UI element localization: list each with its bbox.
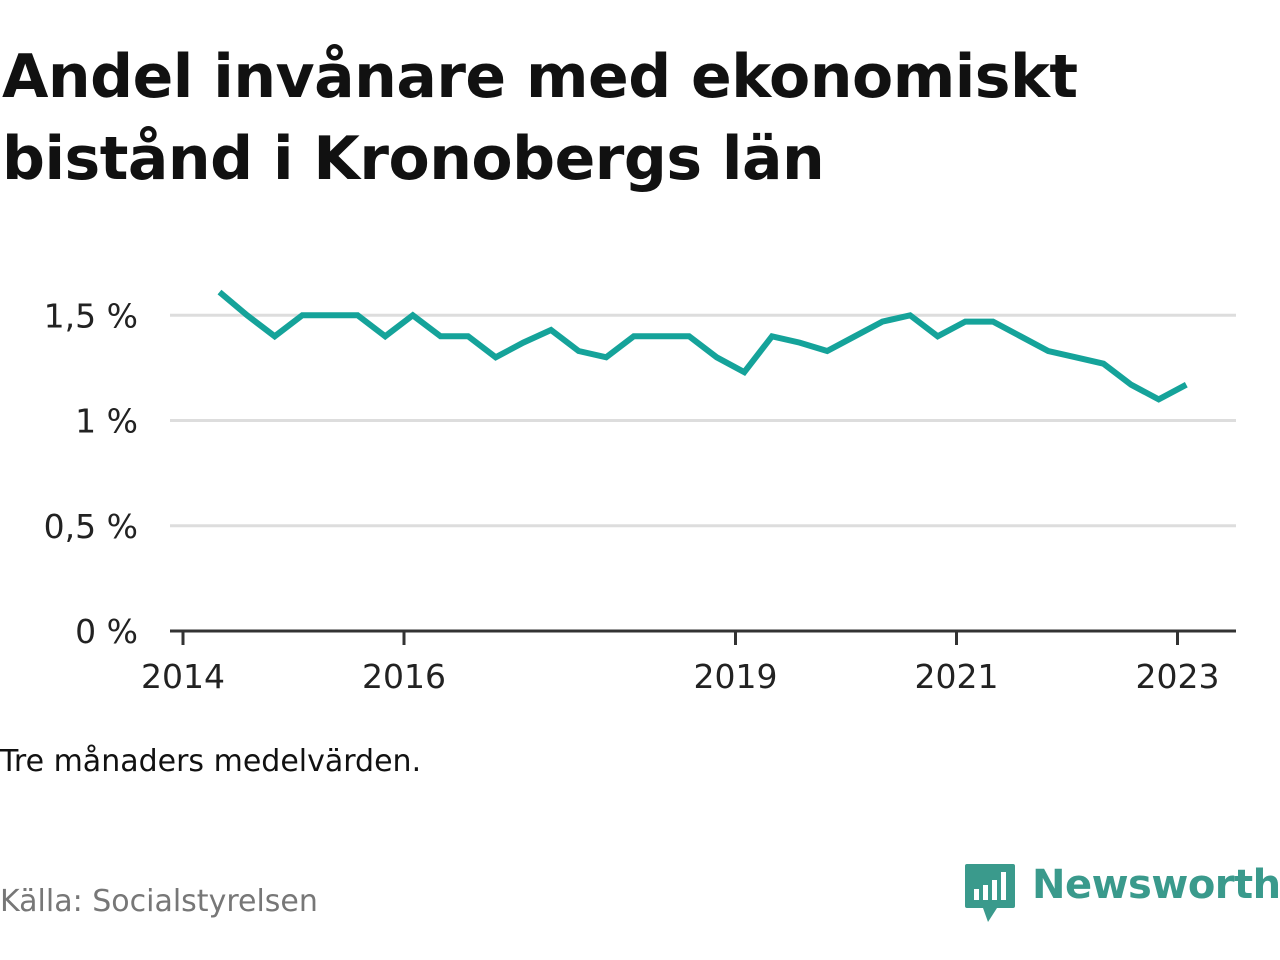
line-chart: 0 % 0,5 % 1 % 1,5 % 2014 2016 2019 2021 2023 [44,289,1236,696]
y-tick-label: 1 % [75,402,138,441]
newsworthy-bar-chart-icon [965,864,1015,922]
x-tick-label: 2016 [362,657,446,696]
brand-logo[interactable]: Newsworthy [964,862,1280,926]
brand-name: Newsworthy [1032,862,1280,908]
series-layer [217,289,1188,403]
source-text: Källa: Socialstyrelsen [0,884,318,919]
y-axis-labels: 0 % 0,5 % 1 % 1,5 % [44,296,138,651]
chart-note: Tre månaders medelvärden. [0,744,422,779]
y-tick-label: 0 % [75,612,138,651]
y-tick-label: 1,5 % [44,296,138,335]
x-tick-label: 2021 [915,657,999,696]
series-line [217,289,1188,403]
x-axis-ticks: 2014 2016 2019 2021 2023 [141,631,1219,696]
x-tick-label: 2014 [141,657,225,696]
x-tick-label: 2019 [694,657,778,696]
chart-title: Andel invånare med ekonomiskt bistånd i … [2,42,1078,194]
y-tick-label: 0,5 % [44,507,138,546]
x-tick-label: 2023 [1136,657,1220,696]
